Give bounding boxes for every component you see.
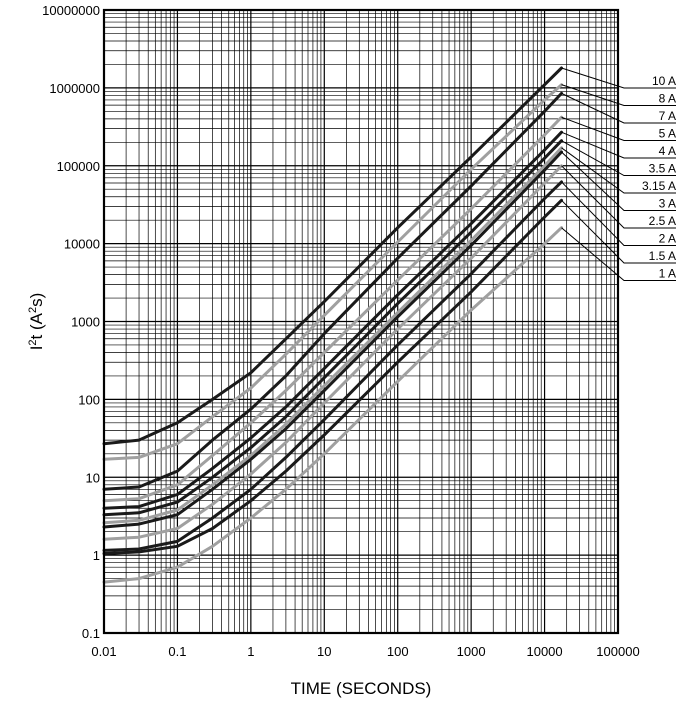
x-tick-label: 1 [247, 644, 254, 659]
legend-label: 10 A [652, 74, 676, 88]
series-line-3-5-a [102, 139, 563, 517]
legend-label: 3.15 A [642, 179, 676, 193]
legend-leader-line [561, 199, 676, 264]
x-tick-label: 1000 [457, 644, 486, 659]
y-axis-title-sup1: 2 [27, 339, 39, 345]
legend-leader-line [561, 67, 676, 89]
legend-leader-line [561, 116, 676, 141]
legend-label: 2.5 A [649, 214, 676, 228]
series-layer [102, 66, 563, 584]
legend-leader-line [561, 181, 676, 246]
x-tick-label: 10000 [526, 644, 562, 659]
legend-label: 3 A [659, 197, 676, 211]
legend-label: 1 A [659, 267, 676, 281]
series-line-5-a [102, 115, 563, 503]
x-tick-label: 100000 [596, 644, 639, 659]
series-line-8-a [102, 83, 563, 461]
plot-frame [102, 8, 620, 635]
y-axis-title-mid: t (A [27, 312, 46, 339]
legend-leader-line [561, 227, 676, 281]
y-tick-label: 1 [93, 548, 100, 563]
y-tick-label: 1000000 [49, 81, 100, 96]
series-line-1-5-a [102, 198, 563, 555]
y-axis-title-end: s) [27, 293, 46, 307]
x-tick-label: 0.01 [91, 644, 116, 659]
x-axis-title: TIME (SECONDS) [291, 679, 432, 698]
x-tick-label: 10 [317, 644, 331, 659]
series-line-7-a [102, 91, 563, 491]
x-tick-label: 100 [387, 644, 409, 659]
legend-leader-line [561, 151, 676, 211]
y-tick-label: 100000 [57, 159, 100, 174]
y-tick-labels: 0.1 1 10 100 1000 10000 100000 1000000 10000000 [42, 3, 100, 641]
series-line-3-15-a [102, 146, 563, 525]
legend-label: 1.5 A [649, 249, 676, 263]
legend-label: 4 A [659, 144, 676, 158]
legend-leader-line [561, 84, 676, 106]
y-tick-label: 10000000 [42, 3, 100, 18]
legend-label: 2 A [659, 232, 676, 246]
y-axis-title-i: I [27, 346, 46, 351]
legend-leader-line [561, 92, 676, 124]
series-line-10-a [102, 66, 563, 446]
legend-label: 8 A [659, 92, 676, 106]
legend: 10 A 8 A 7 A 5 A 4 A 3.5 A 3.15 A 3 A 2.5 A 2 A 1.… [561, 67, 676, 281]
series-line-1-a [102, 226, 563, 584]
legend-leader-line [561, 147, 676, 194]
legend-leader-line [561, 140, 676, 176]
legend-label: 7 A [659, 109, 676, 123]
legend-label: 5 A [659, 127, 676, 141]
legend-label: 3.5 A [649, 162, 676, 176]
y-axis-title-sup2: 2 [27, 307, 39, 313]
series-line-2-a [102, 180, 563, 552]
y-tick-label: 100 [78, 392, 100, 407]
y-tick-label: 0.1 [82, 626, 100, 641]
series-line-4-a [102, 130, 563, 510]
y-tick-label: 10000 [64, 237, 100, 252]
x-tick-labels: 0.01 0.1 1 10 100 1000 10000 100000 [91, 644, 639, 659]
y-axis-title: I2t (A2s) [27, 293, 46, 351]
series-line-3-a [102, 150, 563, 529]
x-tick-label: 0.1 [168, 644, 186, 659]
legend-leader-line [561, 131, 676, 159]
y-tick-label: 1000 [71, 315, 100, 330]
y-tick-label: 10 [86, 470, 100, 485]
series-line-2-5-a [102, 164, 563, 541]
grid [103, 10, 618, 634]
legend-leader-line [561, 165, 676, 229]
